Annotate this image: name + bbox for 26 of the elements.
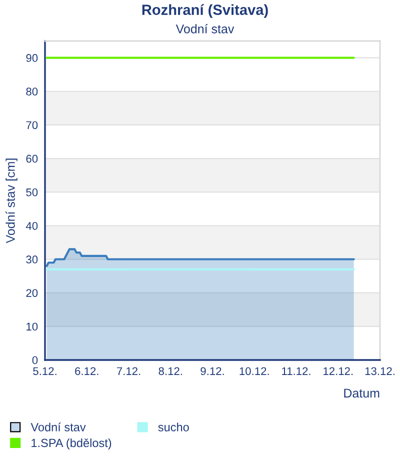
x-tick-label: 5.12. <box>33 367 56 376</box>
x-tick-label: 11.12. <box>282 367 310 375</box>
legend-label: 1.SPA (bdělost) <box>32 438 112 450</box>
y-tick-label: 10 <box>26 322 38 331</box>
x-tick-label: 10.12. <box>240 367 269 376</box>
x-tick-label: 7.12. <box>116 367 140 375</box>
chart-title: Rozhraní (Svitava) <box>142 4 268 18</box>
x-tick-label: 9.12. <box>200 367 224 376</box>
y-axis-title: Vodní stav [cm] <box>6 158 18 244</box>
y-tick-label: 20 <box>26 289 38 297</box>
legend-label: Vodní stav <box>30 422 86 432</box>
x-tick-label: 13.12. <box>365 367 394 376</box>
x-tick-label: 6.12. <box>75 367 98 376</box>
legend-label: sucho <box>158 422 189 432</box>
y-tick-label: 50 <box>26 188 38 196</box>
x-tick-label: 12.12. <box>324 367 353 375</box>
y-tick-label: 0 <box>32 356 38 364</box>
y-tick-label: 90 <box>26 54 38 62</box>
y-tick-label: 60 <box>26 154 38 163</box>
y-tick-label: 30 <box>26 256 38 264</box>
x-axis-title: Datum <box>344 388 380 398</box>
y-tick-label: 70 <box>26 121 38 130</box>
chart-subtitle: Vodní stav <box>176 24 234 34</box>
y-tick-label: 80 <box>26 88 38 96</box>
y-tick-label: 40 <box>26 222 38 230</box>
x-tick-label: 8.12. <box>158 367 182 376</box>
